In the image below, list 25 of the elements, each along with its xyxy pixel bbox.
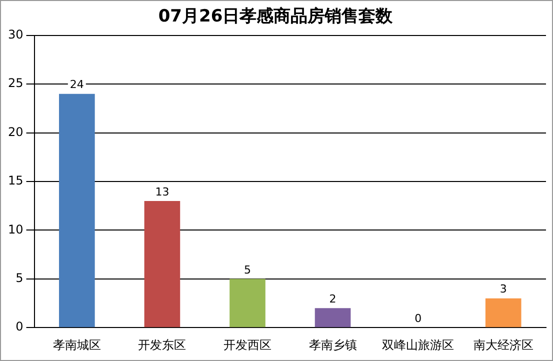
y-tick-label: 15 xyxy=(8,174,24,188)
bar xyxy=(230,278,266,328)
x-tick-label: 开发东区 xyxy=(138,338,186,352)
bar xyxy=(59,94,95,328)
x-tick-label: 孝南乡镇 xyxy=(308,338,357,352)
x-tick-label: 双峰山旅游区 xyxy=(382,338,454,352)
data-label: 0 xyxy=(414,312,422,325)
y-tick-label: 20 xyxy=(8,124,24,139)
bar xyxy=(144,200,180,328)
chart-title: 07月26日孝感商品房销售套数 xyxy=(158,6,394,27)
data-label: 24 xyxy=(70,78,84,92)
data-label: 5 xyxy=(244,263,251,276)
y-tick-label: 5 xyxy=(16,271,24,286)
bar xyxy=(314,308,351,328)
x-tick-label: 开发西区 xyxy=(223,338,272,352)
x-tick-label: 孝南城区 xyxy=(52,338,101,352)
y-tick-label: 10 xyxy=(8,222,24,236)
data-label: 3 xyxy=(500,282,507,296)
x-tick-label: 南大经济区 xyxy=(473,338,534,352)
y-tick-label: 30 xyxy=(8,28,24,42)
data-label: 2 xyxy=(329,292,336,306)
data-label: 13 xyxy=(155,185,170,198)
y-tick-label: 25 xyxy=(8,76,24,90)
bar xyxy=(485,298,522,328)
y-tick-label: 0 xyxy=(16,320,24,334)
